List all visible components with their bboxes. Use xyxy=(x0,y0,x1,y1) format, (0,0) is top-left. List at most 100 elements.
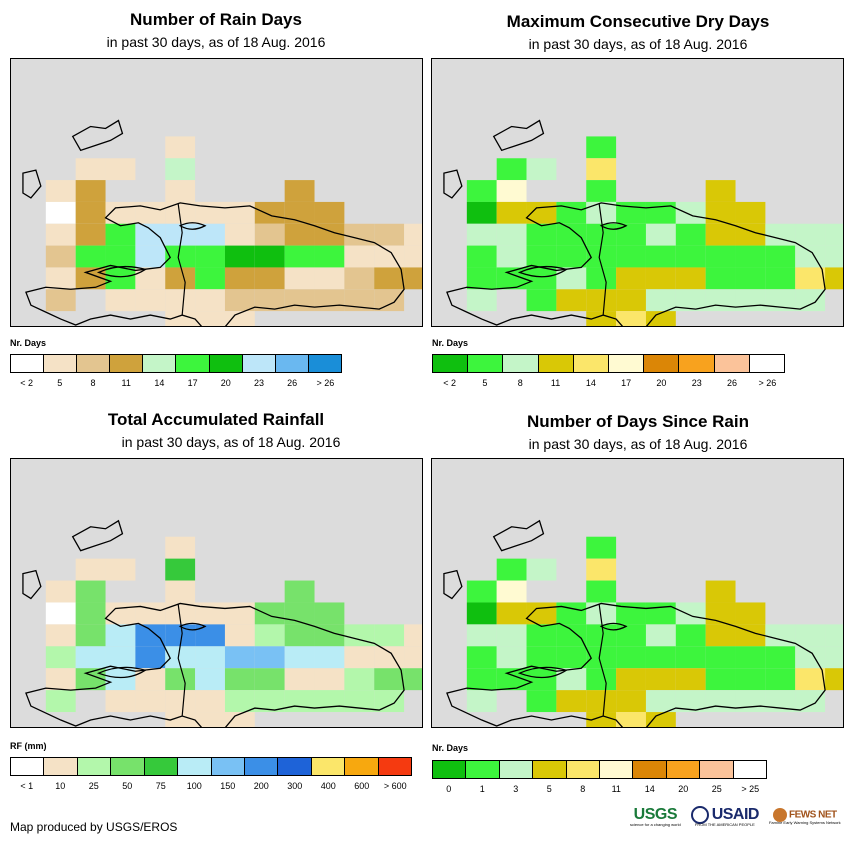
legend-label: 17 xyxy=(187,378,198,388)
legend-swatch xyxy=(609,355,645,372)
raster-cell xyxy=(526,690,557,713)
fews-name: FEWS NET xyxy=(788,809,837,821)
legend-label: 11 xyxy=(121,378,131,388)
raster-cell xyxy=(825,245,843,268)
island-coastline xyxy=(599,622,628,631)
raster-cell xyxy=(645,245,676,268)
legend-swatch xyxy=(345,758,379,775)
raster-cell xyxy=(765,690,796,713)
raster-cell xyxy=(75,223,106,246)
raster-cell xyxy=(586,712,617,727)
raster-cell xyxy=(284,602,315,625)
legend-label: 8 xyxy=(517,378,523,388)
legend-label: 10 xyxy=(55,781,66,791)
raster-cell xyxy=(556,624,587,647)
raster-cell xyxy=(526,558,557,581)
raster-cell xyxy=(45,289,76,312)
raster-cell xyxy=(526,245,557,268)
fews-net-logo[interactable]: FEWS NET Famine Early Warning Systems Ne… xyxy=(769,808,841,825)
raster-cell xyxy=(105,558,136,581)
raster-cell xyxy=(586,558,617,581)
usgs-tagline: science for a changing world xyxy=(630,822,681,828)
legend-swatch xyxy=(573,355,610,372)
rain-days-title: Number of Rain Days xyxy=(130,10,302,29)
raster-cell xyxy=(616,289,646,312)
raster-cell xyxy=(165,289,196,312)
legend-label: 0 xyxy=(446,784,452,794)
raster-cell xyxy=(105,223,136,246)
raster-cell xyxy=(586,602,617,625)
raster-cell xyxy=(645,223,676,246)
legend-label: 20 xyxy=(678,784,689,794)
legend-swatch xyxy=(308,355,341,372)
raster-cell xyxy=(165,668,196,691)
raster-cell xyxy=(105,245,136,268)
legend-label: < 2 xyxy=(443,378,457,388)
raster-cell xyxy=(586,536,617,559)
dry-days-map xyxy=(431,58,844,327)
usaid-logo[interactable]: USAID FROM THE AMERICAN PEOPLE xyxy=(690,806,759,827)
raster-cell xyxy=(224,624,255,647)
raster-cell xyxy=(466,201,497,224)
legend-label: 14 xyxy=(154,378,165,388)
raster-cell xyxy=(586,311,617,326)
raster-cell xyxy=(195,267,225,290)
raster-cell xyxy=(135,201,166,224)
usgs-logo[interactable]: USGS science for a changing world xyxy=(630,806,681,827)
raster-cell xyxy=(526,668,557,691)
raster-cell xyxy=(45,580,76,603)
raster-cell xyxy=(224,201,255,224)
raster-cell xyxy=(75,158,106,181)
rain-days-map xyxy=(10,58,423,327)
raster-cell xyxy=(735,690,766,713)
raster-cell xyxy=(195,690,225,713)
raster-cell xyxy=(224,712,255,727)
legend-swatch xyxy=(176,355,210,372)
raster-cell xyxy=(586,267,617,290)
raster-cell xyxy=(705,223,736,246)
raster-cell xyxy=(556,289,587,312)
island-coastline xyxy=(178,222,207,230)
raster-cell xyxy=(45,223,76,246)
raster-cell xyxy=(105,158,136,181)
raster-cell xyxy=(496,646,527,669)
raster-cell xyxy=(374,223,405,246)
raster-cell xyxy=(705,180,736,202)
raster-cell xyxy=(735,602,766,625)
raster-cell xyxy=(526,646,557,669)
raster-cell xyxy=(705,646,736,669)
raster-cell xyxy=(404,646,422,669)
rainfall-map xyxy=(10,458,423,728)
legend-swatch xyxy=(144,758,179,775)
raster-cell xyxy=(616,646,646,669)
legend-label: 8 xyxy=(580,784,586,794)
raster-cell xyxy=(675,267,706,290)
legend-swatch xyxy=(378,758,412,775)
raster-cell xyxy=(675,624,706,647)
raster-cell xyxy=(466,646,497,669)
island-coastline xyxy=(96,666,147,679)
map-credit: Map produced by USGS/EROS xyxy=(10,820,178,834)
raster-cell xyxy=(735,267,766,290)
raster-cell xyxy=(825,223,843,246)
raster-cell xyxy=(314,245,345,268)
legend-swatch xyxy=(275,355,309,372)
raster-cell xyxy=(344,223,375,246)
legend-swatch xyxy=(644,355,680,372)
raster-cell xyxy=(765,646,796,669)
island-coastline xyxy=(22,569,42,600)
raster-cell xyxy=(735,223,766,246)
raster-cell xyxy=(195,668,225,691)
legend-swatch xyxy=(666,761,701,778)
raster-cell xyxy=(404,624,422,647)
raster-cell xyxy=(556,223,587,246)
raster-cell xyxy=(254,668,285,691)
raster-cell xyxy=(284,267,315,290)
legend-swatch xyxy=(600,761,634,778)
rainfall-subtitle: in past 30 days, as of 18 Aug. 2016 xyxy=(121,434,341,450)
raster-cell xyxy=(705,624,736,647)
raster-cell xyxy=(284,580,315,603)
legend-label: > 26 xyxy=(758,378,777,388)
raster-cell xyxy=(496,580,527,603)
raster-cell xyxy=(795,668,826,691)
